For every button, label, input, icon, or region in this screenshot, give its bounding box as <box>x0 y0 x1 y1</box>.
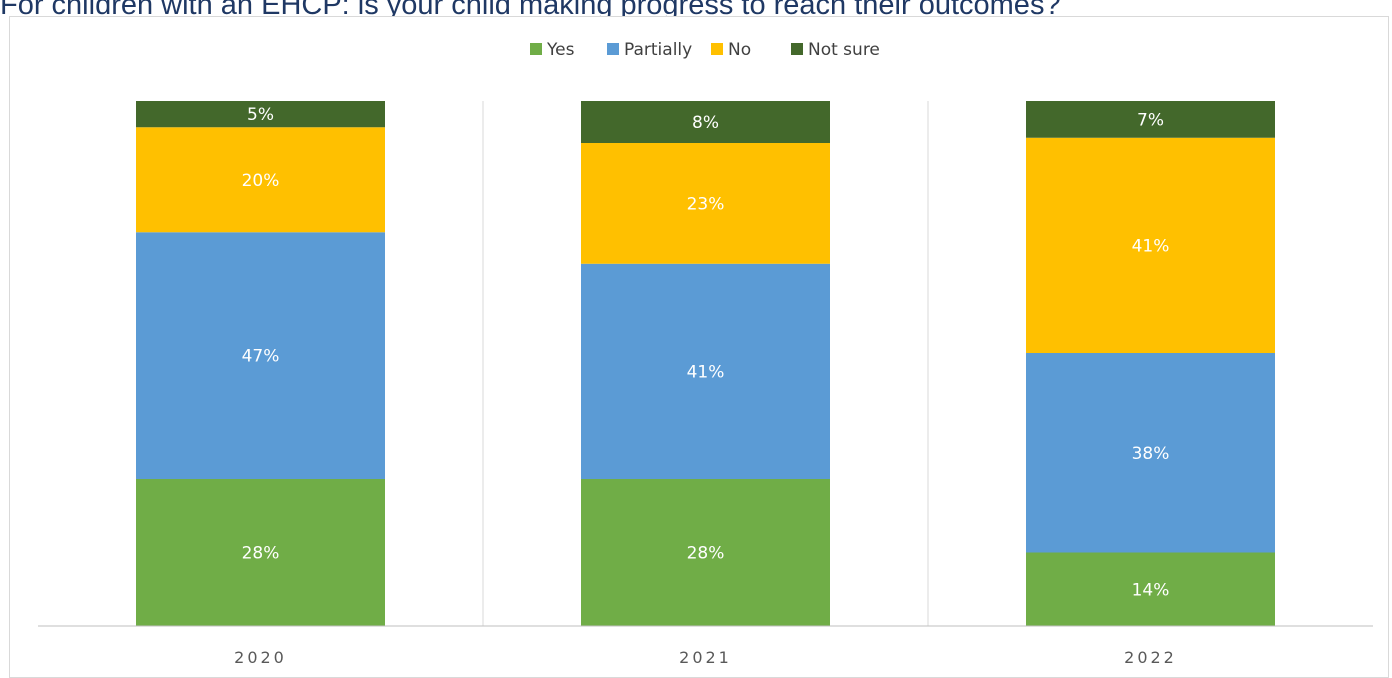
bar-segment-yes-2021 <box>581 479 830 626</box>
data-label-not-sure-2021: 8% <box>692 113 719 133</box>
data-label-partially-2020: 47% <box>242 347 280 367</box>
bar-segment-no-2020 <box>136 127 385 233</box>
data-label-not-sure-2022: 7% <box>1137 110 1164 130</box>
bar-segment-not-sure-2020 <box>136 101 385 128</box>
legend-swatch-yes <box>530 43 542 55</box>
x-axis: 2020 2021 2022 <box>38 625 1373 667</box>
bar-segment-yes-2020 <box>136 479 385 626</box>
x-tick-label-2020: 2020 <box>234 648 287 667</box>
data-label-no-2020: 20% <box>242 171 280 191</box>
category-dividers <box>482 101 929 626</box>
bar-segment-partially-2021 <box>581 263 830 479</box>
bar-segment-yes-2022 <box>1026 552 1275 626</box>
data-label-not-sure-2020: 5% <box>247 105 274 125</box>
x-tick-label-2022: 2022 <box>1124 648 1177 667</box>
chart-legend: Yes Partially No Not sure <box>530 40 880 60</box>
legend-swatch-no <box>711 43 723 55</box>
data-label-yes-2022: 14% <box>1132 580 1170 600</box>
legend-label-partially: Partially <box>624 40 692 60</box>
chart-title: For children with an EHCP: is your child… <box>0 0 1061 21</box>
data-label-no-2021: 23% <box>687 194 725 214</box>
bar-segment-no-2022 <box>1026 137 1275 353</box>
legend-label-no: No <box>728 40 751 60</box>
data-label-yes-2021: 28% <box>687 544 725 564</box>
bar-segment-not-sure-2021 <box>581 101 830 143</box>
legend-label-not-sure: Not sure <box>808 40 880 60</box>
bars: 28% 47% 20% 5% 28% 41% 23% 8% 14% 38% 41% 7% <box>136 101 1275 626</box>
data-label-no-2022: 41% <box>1132 236 1170 256</box>
legend-swatch-partially <box>607 43 619 55</box>
x-tick-label-2021: 2021 <box>679 648 732 667</box>
data-label-partially-2022: 38% <box>1132 444 1170 464</box>
bar-segment-partially-2022 <box>1026 353 1275 553</box>
data-label-yes-2020: 28% <box>242 544 280 564</box>
legend-label-yes: Yes <box>546 40 575 60</box>
legend-swatch-not-sure <box>791 43 803 55</box>
data-label-partially-2021: 41% <box>687 362 725 382</box>
bar-segment-partially-2020 <box>136 232 385 479</box>
bar-segment-no-2021 <box>581 143 830 264</box>
bar-segment-not-sure-2022 <box>1026 101 1275 138</box>
